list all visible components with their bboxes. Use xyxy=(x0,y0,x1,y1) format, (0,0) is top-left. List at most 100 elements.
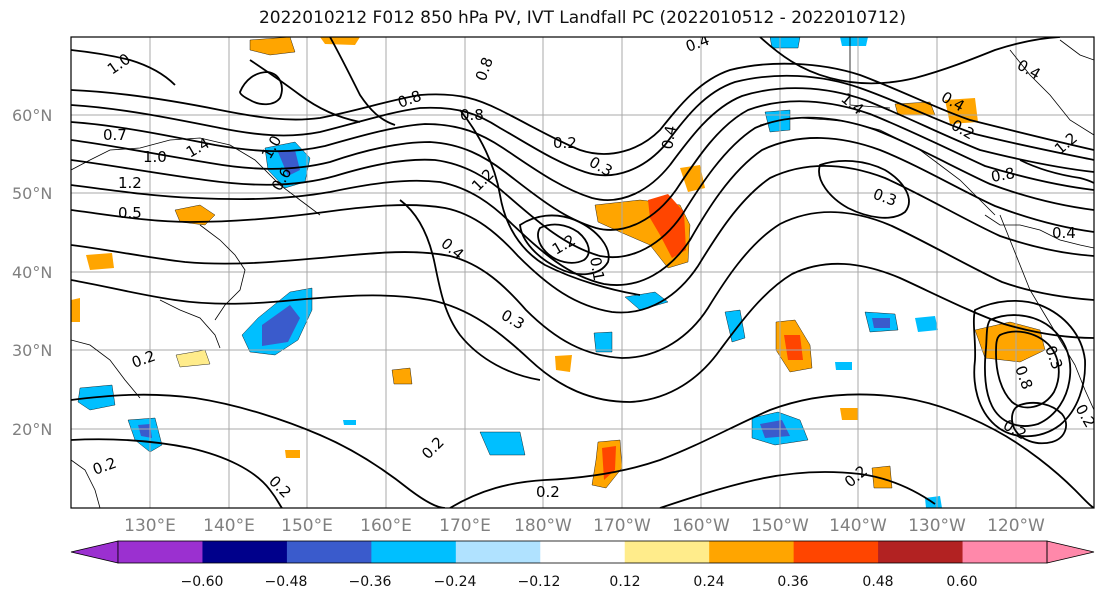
lon-label: 140°E xyxy=(203,516,255,536)
coastline xyxy=(849,37,891,109)
lat-label: 20°N xyxy=(12,420,52,439)
latitude-labels: 60°N 50°N 40°N 30°N 20°N xyxy=(12,106,52,439)
contour-line xyxy=(71,165,1094,314)
longitude-labels: 130°E 140°E 150°E 160°E 170°E 180°W 170°… xyxy=(124,516,1045,536)
colorbar-segment xyxy=(118,541,203,563)
shade-patch xyxy=(593,331,613,353)
colorbar-segment xyxy=(709,541,795,563)
contour-line xyxy=(459,109,641,296)
coastline xyxy=(71,339,141,399)
colorbar-tick: 0.60 xyxy=(946,574,977,590)
contour-label: 0.7 xyxy=(103,126,127,144)
colorbar-segment xyxy=(371,541,457,563)
shade-patch xyxy=(86,253,114,270)
colorbar-tick: −0.48 xyxy=(265,574,308,590)
colorbar-segment xyxy=(962,541,1048,563)
contour-label: 1.0 xyxy=(143,148,167,166)
shade-patch xyxy=(71,298,80,322)
colorbar-tick: −0.36 xyxy=(349,574,392,590)
shade-patch xyxy=(840,37,868,46)
coastline xyxy=(984,214,1094,249)
contour-label: 0.1 xyxy=(586,256,608,283)
contour-line xyxy=(995,330,1060,409)
shaded-pc-field xyxy=(71,37,1046,508)
contour-label: 0.4 xyxy=(658,124,680,151)
shade-patch xyxy=(320,37,360,45)
shade-patch xyxy=(724,309,746,343)
coastline xyxy=(999,214,1094,411)
colorbar-segment xyxy=(202,541,288,563)
lon-label: 150°W xyxy=(751,516,809,536)
colorbar-tick: 0.48 xyxy=(862,574,893,590)
shade-patch xyxy=(769,37,801,49)
shade-patch xyxy=(391,367,413,385)
shade-patch xyxy=(871,465,893,489)
coastline xyxy=(71,137,321,216)
colorbar xyxy=(70,540,1095,564)
map-frame xyxy=(70,36,1095,509)
contour-line xyxy=(71,438,283,508)
shade-patch xyxy=(278,150,300,176)
contour-line xyxy=(71,74,1094,177)
coastline xyxy=(159,299,221,349)
colorbar-segment xyxy=(878,541,964,563)
coastline xyxy=(1009,49,1094,136)
contour-line xyxy=(519,214,610,276)
contour-line xyxy=(71,116,1094,258)
lon-label: 170°E xyxy=(439,516,491,536)
lat-label: 50°N xyxy=(12,184,52,203)
contour-line xyxy=(71,211,1094,359)
contour-line xyxy=(449,393,1094,508)
contour-line xyxy=(71,100,1094,231)
contour-line xyxy=(71,87,1094,201)
contour-line xyxy=(972,300,1086,438)
contour-label: 0.4 xyxy=(1052,224,1076,242)
colorbar-segment xyxy=(540,541,626,563)
contour-line xyxy=(71,137,1094,286)
contour-line xyxy=(71,393,446,508)
coastline xyxy=(1059,39,1094,61)
shade-patch xyxy=(555,355,572,372)
colorbar-tick: −0.24 xyxy=(434,574,477,590)
shade-patch xyxy=(784,335,803,360)
contour-line xyxy=(1019,159,1094,184)
lat-label: 60°N xyxy=(12,106,52,125)
lat-label: 40°N xyxy=(12,263,52,282)
lon-label: 170°W xyxy=(593,516,651,536)
pv-contours xyxy=(71,37,1094,508)
contour-label: 0.5 xyxy=(118,204,142,222)
contour-label: 0.2 xyxy=(536,483,560,501)
contour-line xyxy=(659,471,936,508)
contour-label: 0.2 xyxy=(553,134,577,152)
colorbar-segment xyxy=(455,541,541,563)
shade-patch xyxy=(840,408,858,420)
contour-line xyxy=(984,314,1072,427)
shade-patch xyxy=(835,362,852,370)
shade-patch xyxy=(343,420,356,425)
shade-patch xyxy=(174,204,216,226)
contour-line xyxy=(818,160,910,219)
lat-label: 30°N xyxy=(12,341,52,360)
shade-patch xyxy=(138,424,152,438)
contour-line xyxy=(71,49,176,86)
lon-label: 150°E xyxy=(281,516,333,536)
shade-patch xyxy=(285,450,300,458)
coastline xyxy=(71,459,101,508)
contour-line xyxy=(537,223,590,264)
contour-line xyxy=(759,37,1061,85)
shade-patch xyxy=(624,291,669,311)
lon-label: 160°W xyxy=(672,516,730,536)
contour-line xyxy=(1011,401,1067,445)
contour-line xyxy=(71,262,1094,403)
contour-line xyxy=(399,199,541,381)
contour-line xyxy=(239,71,283,106)
lon-label: 130°W xyxy=(908,516,966,536)
colorbar-tick: 0.36 xyxy=(777,574,808,590)
colorbar-segment xyxy=(793,541,879,563)
lon-label: 160°E xyxy=(360,516,412,536)
shade-patch xyxy=(680,165,705,192)
contour-line xyxy=(249,59,361,123)
contour-line xyxy=(329,37,396,126)
shade-patch xyxy=(945,98,978,124)
